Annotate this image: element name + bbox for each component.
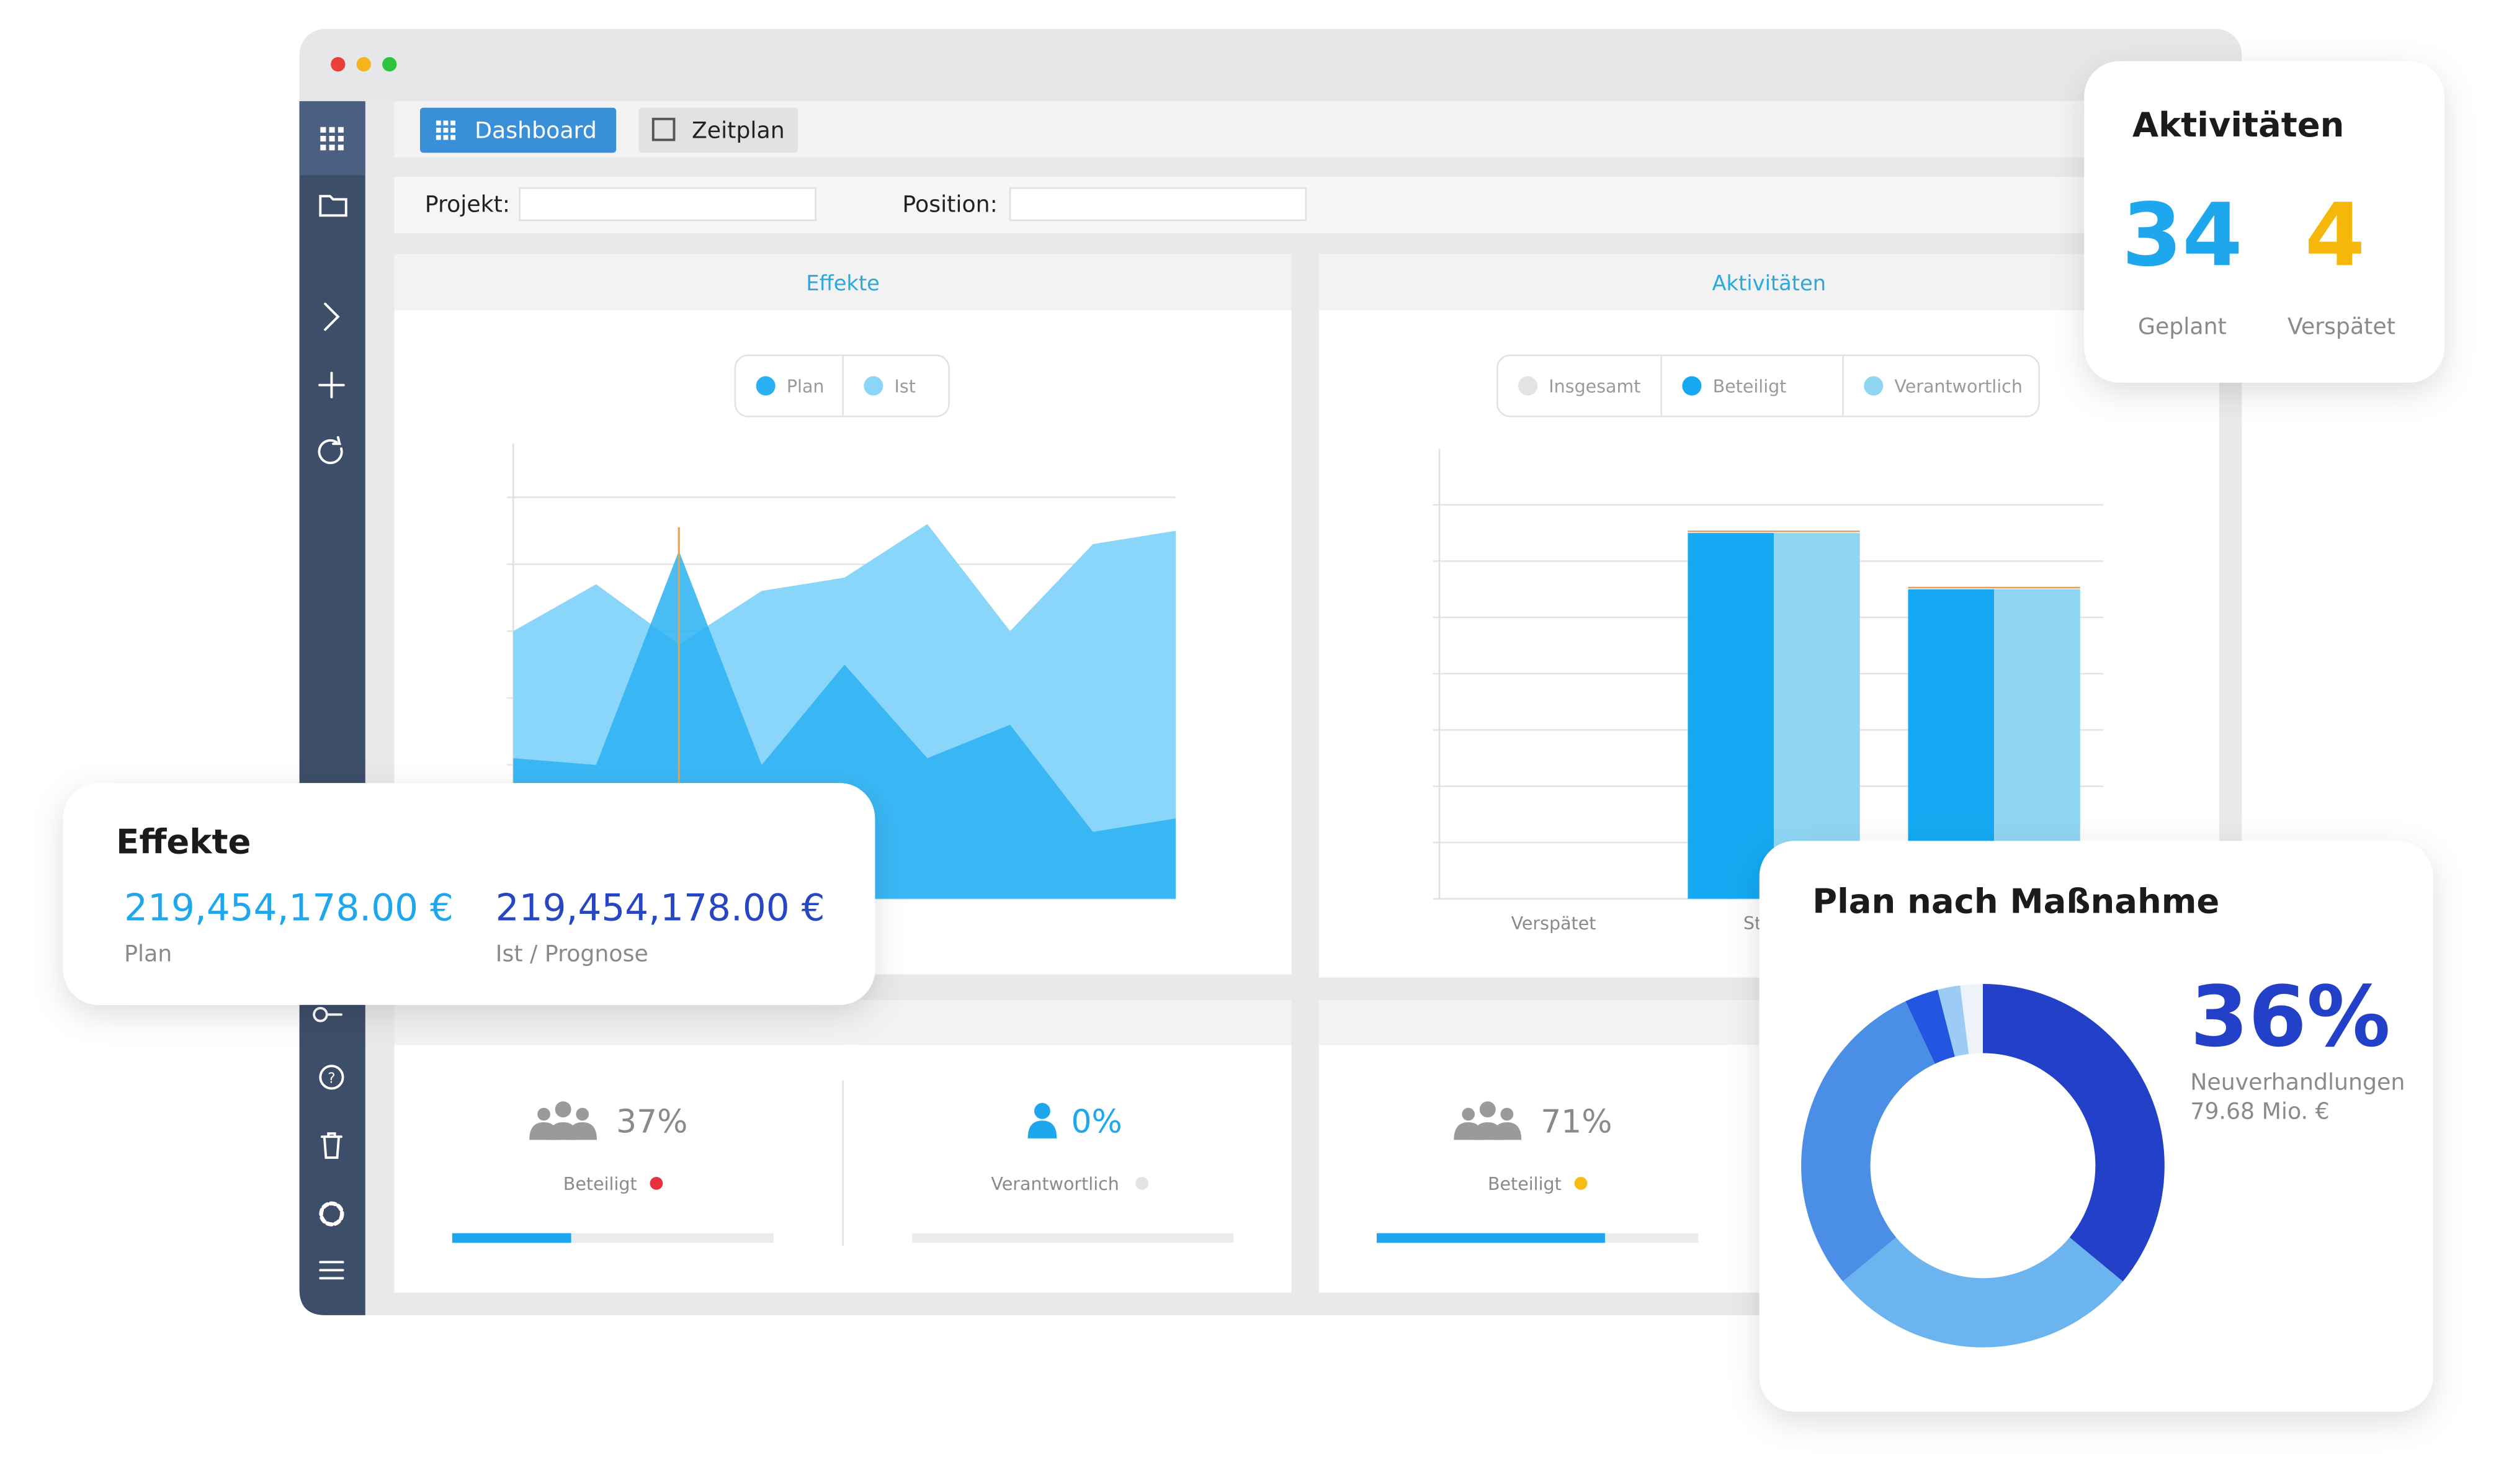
stats: 37% Beteiligt 0% Verantwortlich 71% Beteiligt	[452, 1101, 1699, 1243]
bar	[1688, 533, 1774, 899]
x-tick-label: Verspätet	[1511, 913, 1596, 934]
icon-part	[1479, 1101, 1496, 1118]
legend-label: Insgesamt	[1549, 377, 1640, 397]
amount: 219,454,178.00 €	[496, 887, 825, 929]
kpi-value: 34	[2122, 185, 2243, 286]
filter-input[interactable]	[1009, 187, 1307, 221]
category-label: Neuverhandlungen	[2190, 1069, 2405, 1096]
icon-part	[555, 1101, 571, 1118]
stat-icon	[1027, 1102, 1057, 1138]
icon-grid[interactable]	[320, 127, 344, 151]
legend-swatch	[864, 376, 883, 396]
progress-bar	[452, 1233, 571, 1243]
icon-part	[537, 1107, 550, 1121]
kpi-label: Geplant	[2138, 313, 2227, 340]
status-dot	[1574, 1177, 1588, 1190]
icon-menu[interactable]	[319, 1261, 344, 1280]
icon-folder[interactable]	[319, 195, 347, 217]
status-dot	[650, 1177, 663, 1190]
donut-segment	[1960, 984, 1983, 1054]
filter-label: Projekt:	[425, 191, 510, 218]
status-dot	[1135, 1177, 1148, 1190]
amount: 219,454,178.00 €	[124, 887, 454, 929]
tab-icon	[436, 120, 455, 140]
legend-swatch	[1518, 376, 1538, 396]
data-label: 36%	[2190, 968, 2390, 1065]
tab-dashboard[interactable]	[419, 107, 617, 153]
icon-part	[1492, 1122, 1522, 1140]
amount-label: Ist / Prognose	[496, 940, 648, 967]
donut-segment	[1982, 984, 2165, 1282]
stat-caption: Beteiligt	[1488, 1174, 1562, 1194]
icon-part	[1500, 1107, 1514, 1121]
icon-part	[1462, 1107, 1475, 1121]
stat-value: 71%	[1541, 1103, 1612, 1140]
donut-segment	[1801, 1001, 1935, 1282]
effects-card: Effekte 219,454,178.00 € 219,454,178.00 …	[63, 783, 875, 1005]
card	[2084, 61, 2444, 383]
activities-card: Aktivitäten 34 4 Geplant Verspätet	[2084, 61, 2444, 383]
donut-segment	[1938, 985, 1969, 1057]
panel-title: Effekte	[806, 271, 880, 295]
stat-caption: Beteiligt	[563, 1174, 637, 1194]
filter-input[interactable]	[519, 187, 816, 221]
plan-card: Plan nach Maßnahme 36% Neuverhandlungen79…	[1759, 841, 2433, 1412]
legend-label: Ist	[894, 377, 915, 397]
donut-segment	[1905, 990, 1955, 1064]
icon-trash[interactable]	[320, 1132, 342, 1159]
card-title: Aktivitäten	[2132, 105, 2344, 145]
stat-icon	[1454, 1101, 1522, 1140]
icon-part	[1027, 1120, 1057, 1138]
legend-swatch	[756, 376, 776, 396]
value-note: 79.68 Mio. €	[2190, 1097, 2329, 1124]
stat-caption: Verantwortlich	[991, 1174, 1119, 1194]
icon-plus[interactable]	[318, 372, 345, 399]
help-mark: ?	[328, 1070, 335, 1086]
legend-swatch	[1682, 376, 1702, 396]
tab-label: Zeitplan	[692, 117, 785, 144]
kpi-label: Verspätet	[2288, 313, 2395, 340]
icon-help[interactable]	[319, 1065, 344, 1090]
panel-header	[1318, 254, 2219, 311]
icon-part	[576, 1107, 589, 1121]
icon-key[interactable]	[313, 1006, 342, 1022]
tab-zeitplan[interactable]	[638, 107, 798, 153]
stat-icon	[529, 1101, 597, 1140]
progress-track	[912, 1233, 1234, 1243]
legend-box	[1496, 354, 2040, 418]
card-title: Effekte	[116, 822, 251, 862]
icon-part	[1034, 1102, 1050, 1119]
icon-chevron[interactable]	[324, 302, 340, 331]
panel-title: Aktivitäten	[1712, 271, 1827, 295]
tab-icon	[651, 117, 676, 141]
icon-part	[568, 1122, 597, 1140]
card	[63, 783, 875, 1005]
card-title: Plan nach Maßnahme	[1812, 882, 2219, 921]
icon-settings[interactable]	[319, 1201, 344, 1227]
window-maximize[interactable]	[382, 57, 397, 72]
filter-label: Position:	[902, 191, 997, 218]
donut-segment	[1843, 1237, 2123, 1348]
window-minimize[interactable]	[356, 57, 371, 72]
panel-header	[394, 254, 1292, 311]
icon-refresh[interactable]	[318, 436, 343, 465]
stat-value: 0%	[1071, 1103, 1122, 1140]
legend-label: Verantwortlich	[1894, 377, 2022, 397]
progress-bar	[1376, 1233, 1605, 1243]
window-close[interactable]	[331, 57, 346, 72]
bar	[1774, 533, 1860, 899]
legend-label: Beteiligt	[1713, 377, 1787, 397]
panel-header	[394, 999, 1292, 1045]
legend-label: Plan	[787, 377, 825, 397]
legend-swatch	[1864, 376, 1884, 396]
amount-label: Plan	[124, 940, 172, 967]
tab-label: Dashboard	[475, 117, 597, 144]
stat-value: 37%	[616, 1103, 687, 1140]
kpi-value: 4	[2305, 185, 2365, 286]
